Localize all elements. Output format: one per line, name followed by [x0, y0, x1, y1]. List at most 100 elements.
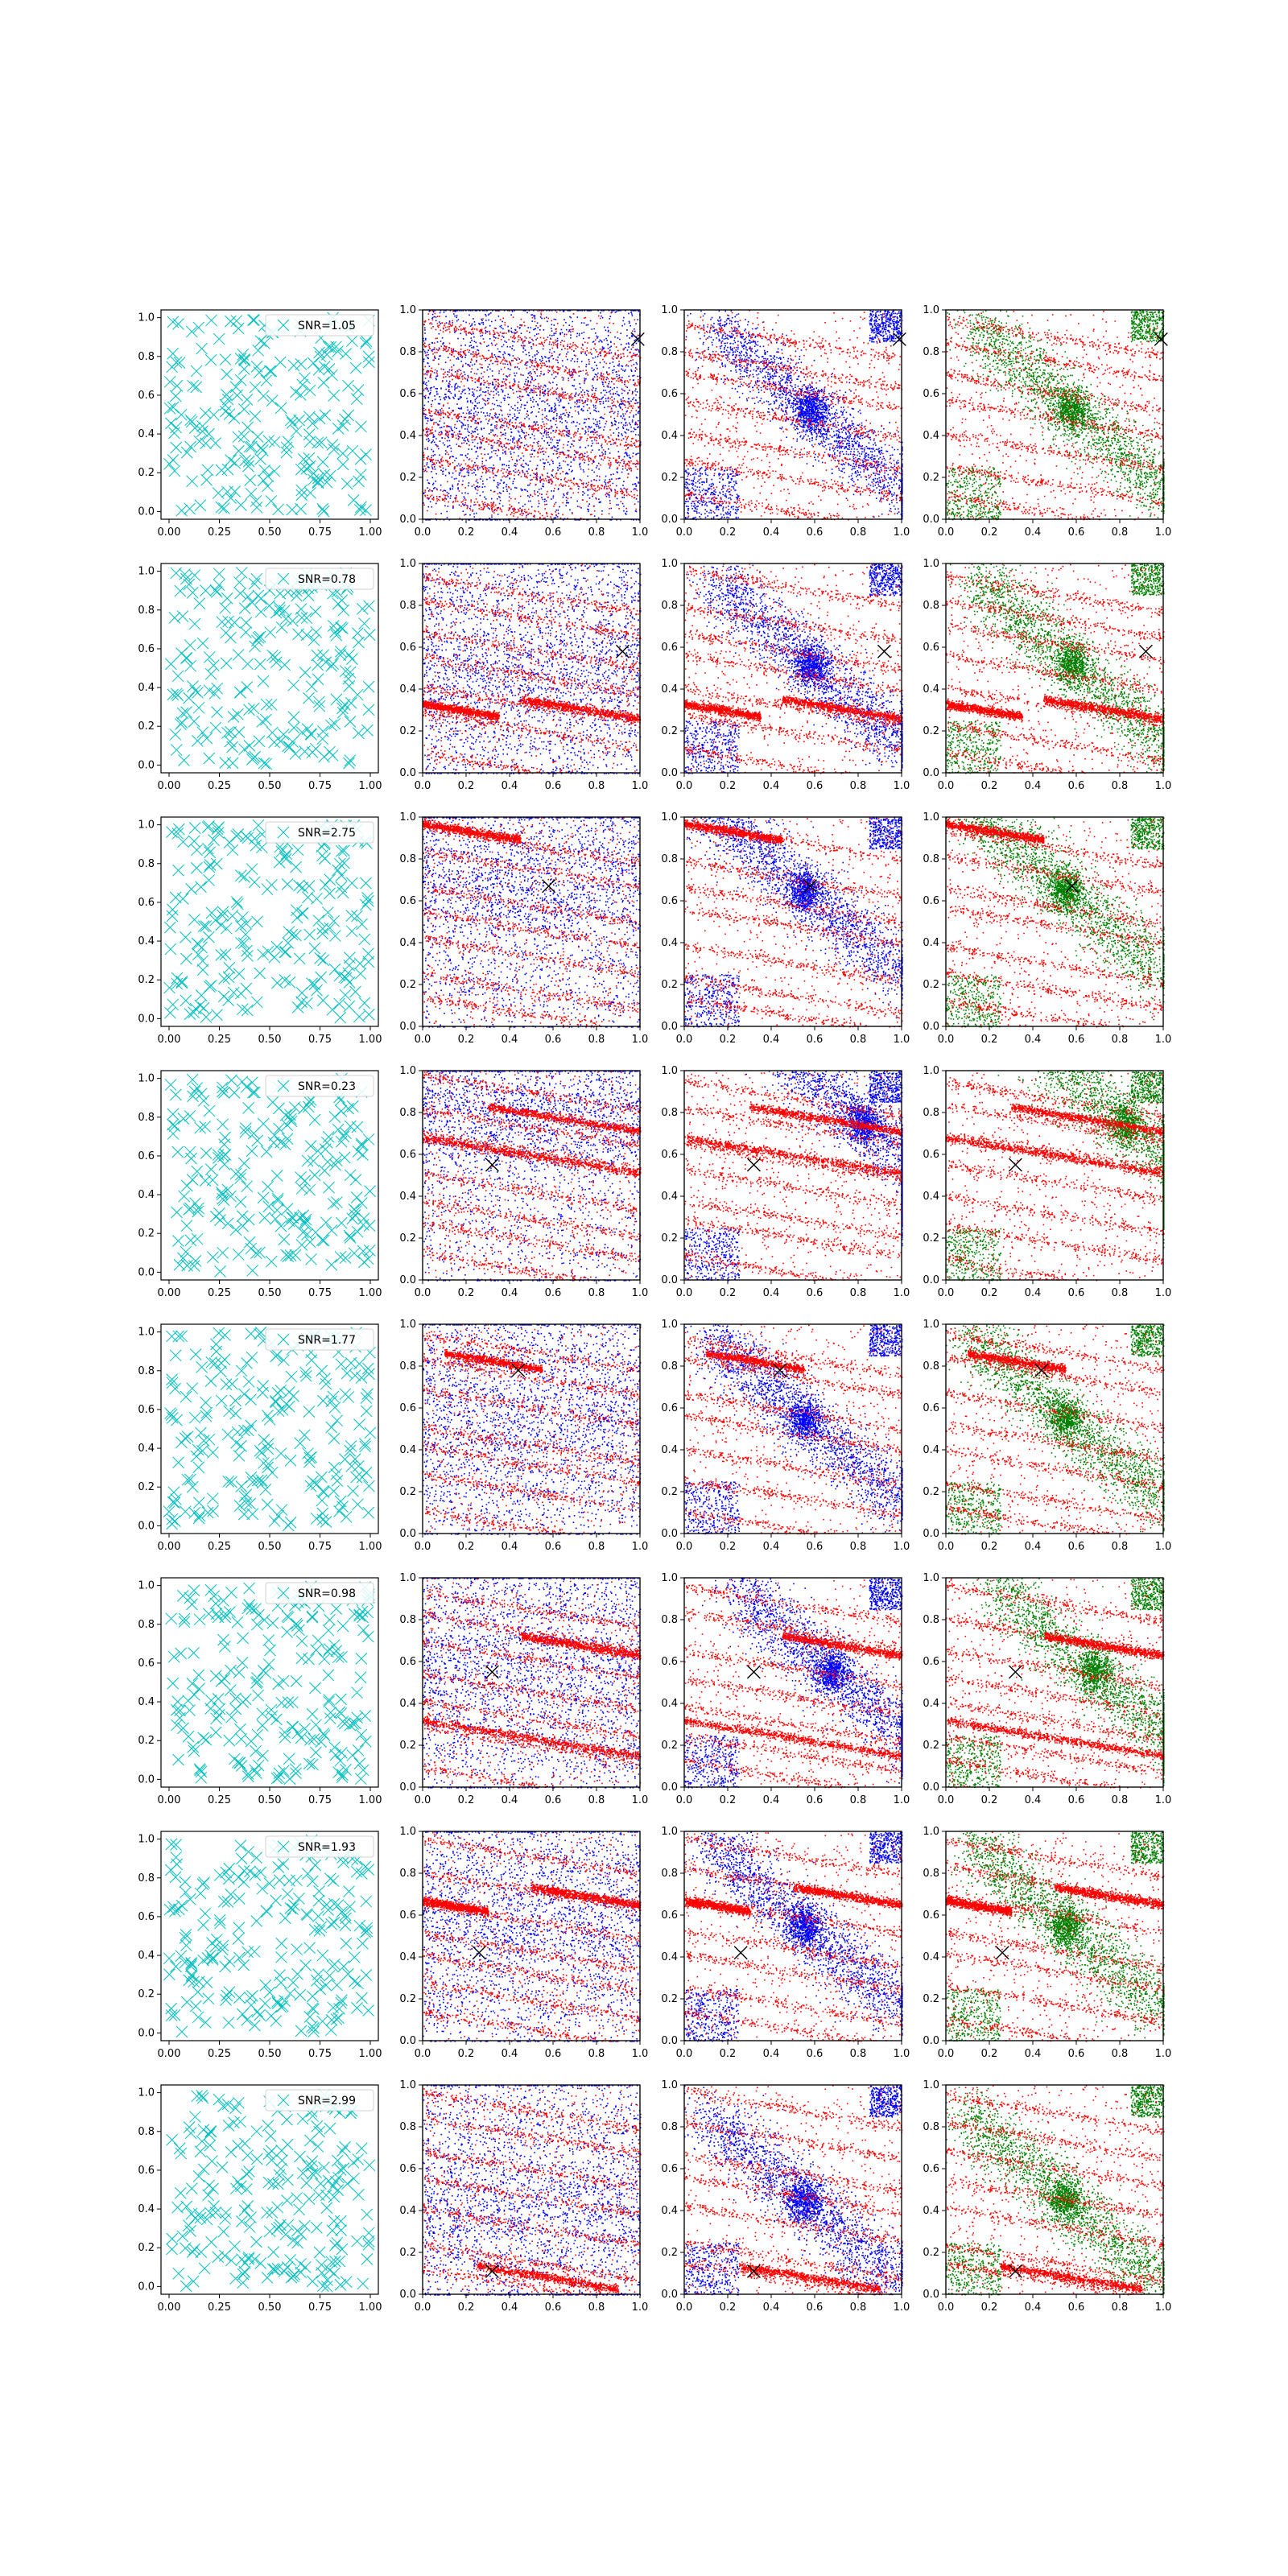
data-point-x — [327, 1875, 340, 1887]
scatter-points — [684, 564, 903, 774]
data-point-x — [222, 1872, 235, 1885]
data-point-x — [303, 2011, 316, 2023]
data-point-x — [221, 389, 233, 401]
data-point-x — [249, 640, 261, 653]
data-point-x — [351, 2235, 363, 2248]
data-point-x — [283, 1773, 296, 1785]
data-point-x — [270, 1348, 283, 1361]
data-point-x — [285, 414, 297, 427]
data-point-x — [324, 873, 336, 886]
data-point-x — [219, 1608, 232, 1620]
data-point-x — [226, 844, 239, 857]
data-point-x — [360, 1392, 373, 1404]
data-point-x — [354, 1773, 367, 1785]
x-tick-label: 1.0 — [632, 1541, 649, 1553]
data-point-x — [285, 2271, 298, 2284]
data-point-x — [242, 590, 254, 603]
y-tick-label: 0.6 — [399, 2163, 416, 2175]
y-tick-label: 0.0 — [399, 2035, 416, 2047]
data-point-x — [335, 1104, 348, 1117]
y-tick-label: 1.0 — [138, 1073, 155, 1085]
data-point-x — [165, 417, 177, 430]
data-point-x — [200, 1396, 212, 1409]
data-point-x — [295, 2266, 307, 2279]
data-point-x — [320, 349, 333, 361]
data-point-x — [290, 1617, 303, 1630]
data-point-x — [249, 2019, 261, 2032]
data-point-x — [294, 1437, 307, 1450]
x-tick-label: 0.6 — [807, 1034, 824, 1046]
x-tick-label: 0.8 — [1112, 1034, 1129, 1046]
x-tick-label: 0.25 — [208, 1034, 231, 1046]
y-tick-label: 0.6 — [399, 642, 416, 654]
data-point-x — [213, 1708, 225, 1721]
data-point-x — [168, 1120, 181, 1132]
axes-frame: 0.0 0.2 0.4 0.6 0.8 1.00.00.20.40.60.81.0 — [923, 811, 1171, 1046]
data-point-x — [344, 1901, 356, 1913]
x-tick-label: 0.2 — [720, 780, 737, 792]
data-point-x — [329, 1158, 341, 1171]
x-tick-label: 0.8 — [1112, 1541, 1129, 1553]
data-point-x — [223, 1986, 236, 1998]
plot-border — [422, 1577, 641, 1788]
data-point-x — [242, 1213, 255, 1226]
data-point-x — [275, 1504, 288, 1516]
data-point-x — [216, 1085, 229, 1098]
data-point-x — [315, 971, 328, 984]
data-point-x — [362, 2235, 375, 2248]
data-point-x — [184, 440, 196, 453]
x-tick-label: 1.0 — [894, 2048, 910, 2060]
data-point-x — [226, 1377, 238, 1390]
data-point-x — [243, 704, 255, 716]
data-point-x — [225, 726, 237, 738]
data-point-x — [299, 372, 311, 385]
y-tick-label: 0.6 — [661, 895, 678, 907]
data-point-x — [336, 1747, 348, 1759]
data-point-x — [242, 1602, 254, 1615]
data-point-x — [180, 994, 192, 1007]
panel-r2-c1: SNR=0.78 — [165, 567, 376, 770]
red-points — [423, 1324, 642, 1535]
data-point-x — [313, 700, 326, 712]
data-point-x — [295, 987, 308, 999]
plot-border — [683, 1323, 902, 1534]
data-point-x — [258, 757, 270, 770]
y-tick-label: 0.4 — [661, 1698, 678, 1710]
data-point-x — [221, 393, 234, 406]
data-point-x — [188, 1744, 200, 1757]
data-point-x — [234, 1195, 247, 1208]
data-point-x — [270, 1713, 283, 1726]
y-tick-label: 0.8 — [661, 1360, 678, 1373]
data-point-x — [250, 2235, 262, 2248]
data-point-x — [232, 431, 245, 444]
data-point-x — [217, 1633, 229, 1646]
axes-frame: 0.0 0.2 0.4 0.6 0.8 1.00.00.20.40.60.81.0 — [399, 1319, 648, 1553]
data-point-x — [240, 1122, 252, 1134]
data-point-x — [339, 1252, 352, 1265]
data-point-x — [208, 409, 220, 421]
data-point-x — [261, 2207, 274, 2219]
data-point-x — [169, 1382, 181, 1395]
data-point-x — [363, 629, 376, 641]
data-point-x — [167, 401, 180, 414]
panel-r4-c4 — [945, 1070, 1165, 1282]
data-point-x — [234, 498, 247, 511]
data-point-x — [189, 2212, 201, 2224]
data-point-x — [251, 1134, 264, 1147]
data-point-x — [262, 2120, 275, 2132]
data-point-x — [246, 1990, 258, 2002]
data-point-x — [249, 1868, 262, 1881]
data-point-x — [233, 444, 245, 457]
data-point-x — [318, 469, 331, 481]
data-point-x — [242, 1102, 255, 1114]
data-point-x — [254, 967, 266, 980]
data-point-x — [279, 946, 292, 958]
axes-frame: 0.0 0.2 0.4 0.6 0.8 1.00.00.20.40.60.81.0 — [923, 2079, 1171, 2314]
data-point-x — [308, 2003, 320, 2016]
data-point-x — [190, 1450, 203, 1463]
green-points — [946, 1071, 1165, 1282]
data-point-x — [318, 1164, 331, 1177]
x-tick-label: 0.2 — [720, 1794, 737, 1806]
y-tick-label: 0.4 — [138, 1950, 155, 1962]
data-point-x — [204, 980, 216, 993]
